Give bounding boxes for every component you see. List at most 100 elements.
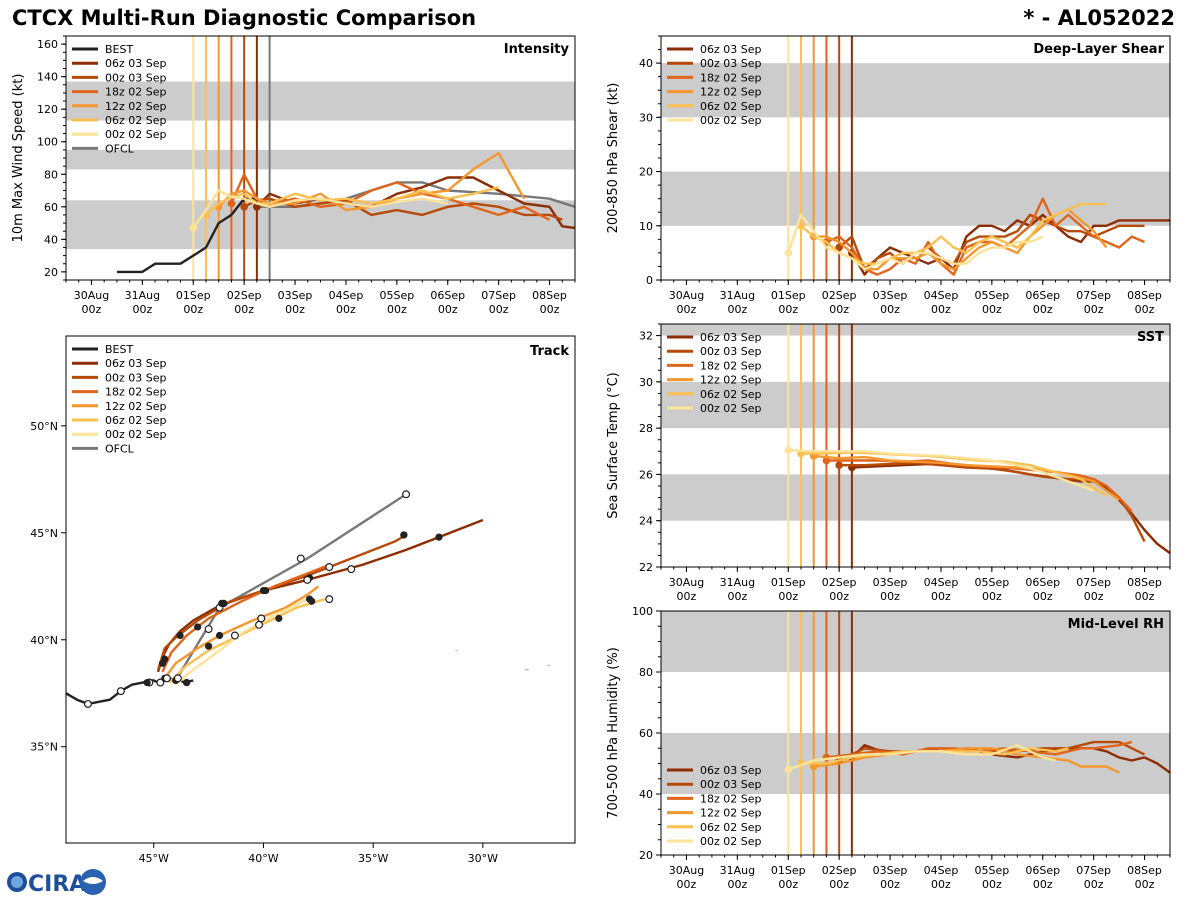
rh-legend-label: 18z 02 Sep xyxy=(700,792,762,805)
rh-legend-label: 00z 03 Sep xyxy=(700,778,762,791)
rh-init-point-00z-02-sep xyxy=(784,765,793,774)
shear-xtick-date: 03Sep xyxy=(873,289,908,302)
track-marker-open xyxy=(83,699,92,708)
shear-xtick-date: 06Sep xyxy=(1025,289,1060,302)
track-xtick-label: 35°W xyxy=(358,852,388,865)
track-marker-filled xyxy=(205,642,213,650)
rh-xtick-hour: 00z xyxy=(1135,878,1155,891)
intensity-band xyxy=(66,200,575,250)
rh-ytick-label: 40 xyxy=(639,788,653,801)
sst-ytick-label: 26 xyxy=(639,468,653,481)
rh-xtick-hour: 00z xyxy=(1033,878,1053,891)
rh-xtick-date: 03Sep xyxy=(873,864,908,877)
rh-band xyxy=(661,611,1170,672)
figure-title: CTCX Multi-Run Diagnostic Comparison xyxy=(12,6,477,30)
rh-ytick-label: 100 xyxy=(632,605,653,618)
shear-ytick-label: 10 xyxy=(639,220,653,233)
shear-legend-label: 18z 02 Sep xyxy=(700,71,762,84)
shear-ytick-label: 20 xyxy=(639,166,653,179)
intensity-xtick-hour: 00z xyxy=(489,303,509,316)
rh-xtick-date: 06Sep xyxy=(1025,864,1060,877)
rh-xtick-date: 02Sep xyxy=(822,864,857,877)
track-legend-label: OFCL xyxy=(105,442,135,455)
track-marker-filled xyxy=(194,623,202,631)
track-marker-filled xyxy=(143,678,151,687)
track-marker-open xyxy=(230,631,239,640)
intensity-xtick-date: 07Sep xyxy=(481,289,516,302)
track-marker-filled xyxy=(215,631,224,640)
intensity-legend-label: 06z 03 Sep xyxy=(105,57,167,70)
intensity-series-06z-02-sep xyxy=(205,186,499,216)
shear-xtick-hour: 00z xyxy=(1033,303,1053,316)
shear-band xyxy=(661,63,1170,118)
sst-ytick-label: 22 xyxy=(639,561,653,574)
sst-xtick-hour: 00z xyxy=(1135,590,1155,603)
rh-series-18z-02-sep xyxy=(826,740,1133,759)
shear-xtick-hour: 00z xyxy=(880,303,900,316)
shear-xtick-date: 08Sep xyxy=(1127,289,1162,302)
intensity-xtick-date: 31Aug xyxy=(125,289,160,302)
rh-legend-label: 12z 02 Sep xyxy=(700,807,762,820)
shear-series-00z-02-sep xyxy=(787,213,1044,271)
sst-series-00z-02-sep xyxy=(788,448,1095,492)
intensity-panel: 2040608010012014016030Aug00z31Aug00z01Se… xyxy=(11,35,576,316)
sst-ytick-label: 32 xyxy=(639,330,653,343)
shear-xtick-hour: 00z xyxy=(677,303,697,316)
track-panel: 45°W 40°W 35°W 30°W 35°N 40°N 45°N 50°N Track BES… xyxy=(30,335,576,865)
track-marker-filled xyxy=(218,599,226,608)
rh-xtick-hour: 00z xyxy=(778,878,798,891)
sst-xtick-date: 02Sep xyxy=(822,576,857,589)
rh-xtick-date: 05Sep xyxy=(974,864,1009,877)
sst-xtick-hour: 00z xyxy=(1033,590,1053,603)
sst-series-12z-02-sep xyxy=(813,454,1120,501)
intensity-legend-label: 00z 02 Sep xyxy=(105,128,167,141)
track-legend-label: 00z 03 Sep xyxy=(105,371,167,384)
rh-legend-label: 06z 02 Sep xyxy=(700,821,762,834)
shear-xtick-date: 04Sep xyxy=(924,289,959,302)
shear-series-18z-02-sep xyxy=(825,197,1145,276)
track-marker-open xyxy=(325,595,334,604)
rh-legend-label: 00z 02 Sep xyxy=(700,835,762,848)
sst-init-point-00z-03-sep xyxy=(835,461,843,469)
sst-ytick-label: 30 xyxy=(639,376,653,389)
track-legend-label: 18z 02 Sep xyxy=(105,386,167,399)
rh-panel-title: Mid-Level RH xyxy=(1068,617,1164,632)
track-panel-title: Track xyxy=(530,344,569,359)
track-marker-open xyxy=(162,674,171,683)
shear-ytick-label: 30 xyxy=(639,111,653,124)
sst-legend-label: 06z 02 Sep xyxy=(700,388,762,401)
intensity-xtick-date: 08Sep xyxy=(532,289,567,302)
rh-xtick-date: 08Sep xyxy=(1127,864,1162,877)
shear-xtick-date: 02Sep xyxy=(822,289,857,302)
sst-band xyxy=(661,324,1170,336)
intensity-xtick-hour: 00z xyxy=(183,303,203,316)
shear-xtick-hour: 00z xyxy=(931,303,951,316)
sst-xtick-hour: 00z xyxy=(931,590,951,603)
sst-xtick-hour: 00z xyxy=(778,590,798,603)
shear-panel-title: Deep-Layer Shear xyxy=(1033,42,1164,57)
sst-ylabel: Sea Surface Temp (°C) xyxy=(606,372,621,519)
track-marker-filled xyxy=(275,614,283,622)
shear-xtick-date: 05Sep xyxy=(974,289,1009,302)
track-marker-filled xyxy=(259,586,268,595)
intensity-legend-label: OFCL xyxy=(105,142,135,155)
rh-xtick-hour: 00z xyxy=(982,878,1002,891)
track-ytick-label: 45°N xyxy=(30,527,58,540)
island-shape xyxy=(524,669,530,671)
shear-init-point-00z-02-sep xyxy=(784,249,793,257)
rh-series-00z-02-sep xyxy=(787,744,1056,771)
track-ytick-label: 35°N xyxy=(30,741,58,754)
rh-xtick-hour: 00z xyxy=(1084,878,1104,891)
intensity-xtick-hour: 00z xyxy=(82,303,102,316)
track-legend-label: 12z 02 Sep xyxy=(105,400,167,413)
intensity-xtick-date: 06Sep xyxy=(430,289,465,302)
cira-globe-inner-icon xyxy=(11,876,23,888)
shear-xtick-hour: 00z xyxy=(778,303,798,316)
track-map-background xyxy=(66,336,575,843)
track-marker-open xyxy=(296,554,305,563)
shear-legend-label: 12z 02 Sep xyxy=(700,86,762,99)
rh-xtick-date: 30Aug xyxy=(669,864,704,877)
intensity-ytick-label: 160 xyxy=(37,38,58,51)
track-marker-filled xyxy=(308,597,316,605)
rh-xtick-date: 04Sep xyxy=(924,864,959,877)
